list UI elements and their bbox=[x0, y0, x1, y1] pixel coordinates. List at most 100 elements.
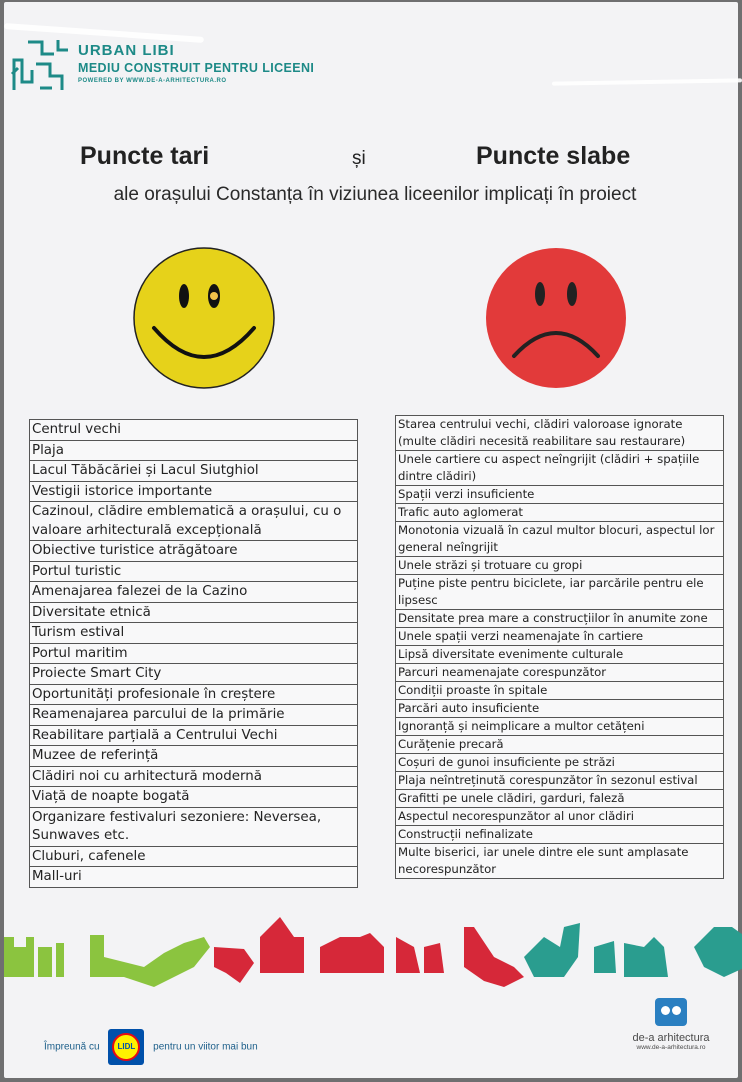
weak-point-row: Condiții proaste în spitale bbox=[395, 681, 724, 700]
weak-point-row: Monotonia vizuală în cazul multor blocur… bbox=[395, 521, 724, 557]
strong-point-row: Portul maritim bbox=[29, 642, 358, 664]
weak-points-heading: Puncte slabe bbox=[476, 142, 631, 170]
strong-point-row: Lacul Tăbăcăriei și Lacul Siutghiol bbox=[29, 460, 358, 482]
strong-point-item: Amenajarea falezei de la Cazino bbox=[29, 581, 358, 603]
weak-points-table: Starea centrului vechi, clădiri valoroas… bbox=[395, 415, 724, 879]
strong-point-item: Cazinoul, clădire emblematică a orașului… bbox=[29, 501, 358, 541]
weak-point-row: Grafitti pe unele clădiri, garduri, fale… bbox=[395, 789, 724, 808]
strong-point-item: Lacul Tăbăcăriei și Lacul Siutghiol bbox=[29, 460, 358, 482]
weak-point-row: Parcări auto insuficiente bbox=[395, 699, 724, 718]
strong-point-row: Vestigii istorice importante bbox=[29, 480, 358, 502]
strong-point-item: Mall-uri bbox=[29, 866, 358, 888]
strong-point-row: Proiecte Smart City bbox=[29, 663, 358, 685]
strong-point-row: Portul turistic bbox=[29, 560, 358, 582]
weak-point-item: Plaja neîntreținută corespunzător în sez… bbox=[395, 771, 724, 790]
weak-point-row: Puține piste pentru biciclete, iar parcă… bbox=[395, 574, 724, 610]
weak-point-item: Aspectul necorespunzător al unor clădiri bbox=[395, 807, 724, 826]
weak-point-row: Plaja neîntreținută corespunzător în sez… bbox=[395, 771, 724, 790]
strong-point-row: Cluburi, cafenele bbox=[29, 845, 358, 867]
strong-point-row: Viață de noapte bogată bbox=[29, 786, 358, 808]
weak-point-row: Construcții nefinalizate bbox=[395, 825, 724, 844]
strong-point-row: Oportunități profesionale în creștere bbox=[29, 683, 358, 705]
weak-point-item: Densitate prea mare a construcțiilor în … bbox=[395, 609, 724, 628]
weak-point-item: Curățenie precară bbox=[395, 735, 724, 754]
strong-point-item: Portul turistic bbox=[29, 560, 358, 582]
dea-arhitectura-url: www.de-a-arhitectura.ro bbox=[636, 1044, 706, 1051]
weak-point-row: Coșuri de gunoi insuficiente pe străzi bbox=[395, 753, 724, 772]
strong-point-row: Plaja bbox=[29, 439, 358, 461]
strong-point-row: Cazinoul, clădire emblematică a orașului… bbox=[29, 501, 358, 541]
weak-point-item: Puține piste pentru biciclete, iar parcă… bbox=[395, 574, 724, 610]
weak-point-row: Starea centrului vechi, clădiri valoroas… bbox=[395, 415, 724, 451]
weak-point-row: Trafic auto aglomerat bbox=[395, 503, 724, 522]
footer-partner: Împreună cu LIDL pentru un viitor mai bu… bbox=[44, 1029, 258, 1065]
city-skyline-illustration bbox=[4, 917, 742, 987]
weak-point-item: Parcări auto insuficiente bbox=[395, 699, 724, 718]
heading-conjunction: și bbox=[352, 148, 366, 169]
strong-point-item: Clădiri noi cu arhitectură modernă bbox=[29, 765, 358, 787]
dea-arhitectura-logo-icon bbox=[655, 998, 687, 1026]
weak-point-item: Unele spații verzi neamenajate în cartie… bbox=[395, 627, 724, 646]
strong-point-item: Muzee de referință bbox=[29, 745, 358, 767]
happy-face-icon bbox=[133, 247, 275, 389]
weak-point-item: Spații verzi insuficiente bbox=[395, 485, 724, 504]
weak-point-item: Trafic auto aglomerat bbox=[395, 503, 724, 522]
weak-point-item: Lipsă diversitate evenimente culturale bbox=[395, 645, 724, 664]
strong-point-item: Portul maritim bbox=[29, 642, 358, 664]
strong-point-row: Organizare festivaluri sezoniere: Nevers… bbox=[29, 806, 358, 847]
strong-points-table: Centrul vechi Plaja Lacul Tăbăcăriei și La… bbox=[29, 419, 358, 888]
dea-arhitectura-name: de-a arhitectura bbox=[632, 1032, 710, 1044]
strong-point-row: Mall-uri bbox=[29, 866, 358, 888]
lidl-logo-icon: LIDL bbox=[108, 1029, 145, 1065]
strong-point-row: Diversitate etnică bbox=[29, 601, 358, 623]
weak-point-item: Ignoranță și neimplicare a multor cetățe… bbox=[395, 717, 724, 736]
strong-point-item: Oportunități profesionale în creștere bbox=[29, 683, 358, 705]
brand-block: URBAN LIBI MEDIU CONSTRUIT PENTRU LICEEN… bbox=[78, 42, 314, 84]
strong-point-item: Cluburi, cafenele bbox=[29, 845, 358, 867]
weak-point-row: Unele cartiere cu aspect neîngrijit (clă… bbox=[395, 450, 724, 486]
brand-title: URBAN LIBI bbox=[78, 42, 175, 59]
weak-point-item: Starea centrului vechi, clădiri valoroas… bbox=[395, 415, 724, 451]
strong-point-item: Reamenajarea parcului de la primărie bbox=[29, 704, 358, 726]
strong-point-row: Muzee de referință bbox=[29, 745, 358, 767]
weak-point-row: Spații verzi insuficiente bbox=[395, 485, 724, 504]
strong-point-row: Reabilitare parțială a Centrului Vechi bbox=[29, 724, 358, 746]
lidl-logo-text: LIDL bbox=[112, 1033, 141, 1061]
weak-point-item: Monotonia vizuală în cazul multor blocur… bbox=[395, 521, 724, 557]
weak-point-row: Unele spații verzi neamenajate în cartie… bbox=[395, 627, 724, 646]
weak-point-item: Grafitti pe unele clădiri, garduri, fale… bbox=[395, 789, 724, 808]
weak-point-item: Unele străzi și trotuare cu gropi bbox=[395, 556, 724, 575]
weak-point-item: Condiții proaste în spitale bbox=[395, 681, 724, 700]
weak-point-row: Curățenie precară bbox=[395, 735, 724, 754]
footer-together-text: Împreună cu bbox=[44, 1041, 100, 1053]
weak-point-row: Lipsă diversitate evenimente culturale bbox=[395, 645, 724, 664]
strong-points-heading: Puncte tari bbox=[80, 142, 210, 170]
strong-point-row: Clădiri noi cu arhitectură modernă bbox=[29, 765, 358, 787]
strong-point-row: Reamenajarea parcului de la primărie bbox=[29, 704, 358, 726]
urban-libi-logo-icon bbox=[10, 40, 68, 90]
footer-future-text: pentru un viitor mai bun bbox=[153, 1041, 258, 1053]
weak-point-item: Construcții nefinalizate bbox=[395, 825, 724, 844]
brand-powered-by: POWERED BY WWW.DE-A-ARHITECTURA.RO bbox=[78, 78, 227, 84]
strong-point-item: Diversitate etnică bbox=[29, 601, 358, 623]
brand-subtitle: MEDIU CONSTRUIT PENTRU LICEENI bbox=[78, 61, 315, 75]
strong-point-item: Viață de noapte bogată bbox=[29, 786, 358, 808]
weak-point-row: Ignoranță și neimplicare a multor cetățe… bbox=[395, 717, 724, 736]
page-subtitle: ale orașului Constanța în viziunea licee… bbox=[113, 184, 637, 205]
strong-point-item: Turism estival bbox=[29, 622, 358, 644]
weak-point-row: Densitate prea mare a construcțiilor în … bbox=[395, 609, 724, 628]
strong-point-item: Vestigii istorice importante bbox=[29, 480, 358, 502]
dea-arhitectura-brand: de-a arhitectura www.de-a-arhitectura.ro bbox=[616, 998, 726, 1051]
strong-point-row: Turism estival bbox=[29, 622, 358, 644]
poster: URBAN LIBI MEDIU CONSTRUIT PENTRU LICEEN… bbox=[4, 2, 742, 1078]
weak-point-item: Multe biserici, iar unele dintre ele sun… bbox=[395, 843, 724, 879]
weak-point-row: Multe biserici, iar unele dintre ele sun… bbox=[395, 843, 724, 879]
light-glare bbox=[551, 78, 742, 86]
strong-point-item: Plaja bbox=[29, 439, 358, 461]
strong-point-item: Reabilitare parțială a Centrului Vechi bbox=[29, 724, 358, 746]
strong-point-row: Centrul vechi bbox=[29, 419, 358, 441]
strong-point-item: Obiective turistice atrăgătoare bbox=[29, 540, 358, 562]
weak-point-item: Coșuri de gunoi insuficiente pe străzi bbox=[395, 753, 724, 772]
strong-point-row: Amenajarea falezei de la Cazino bbox=[29, 581, 358, 603]
weak-point-row: Aspectul necorespunzător al unor clădiri bbox=[395, 807, 724, 826]
